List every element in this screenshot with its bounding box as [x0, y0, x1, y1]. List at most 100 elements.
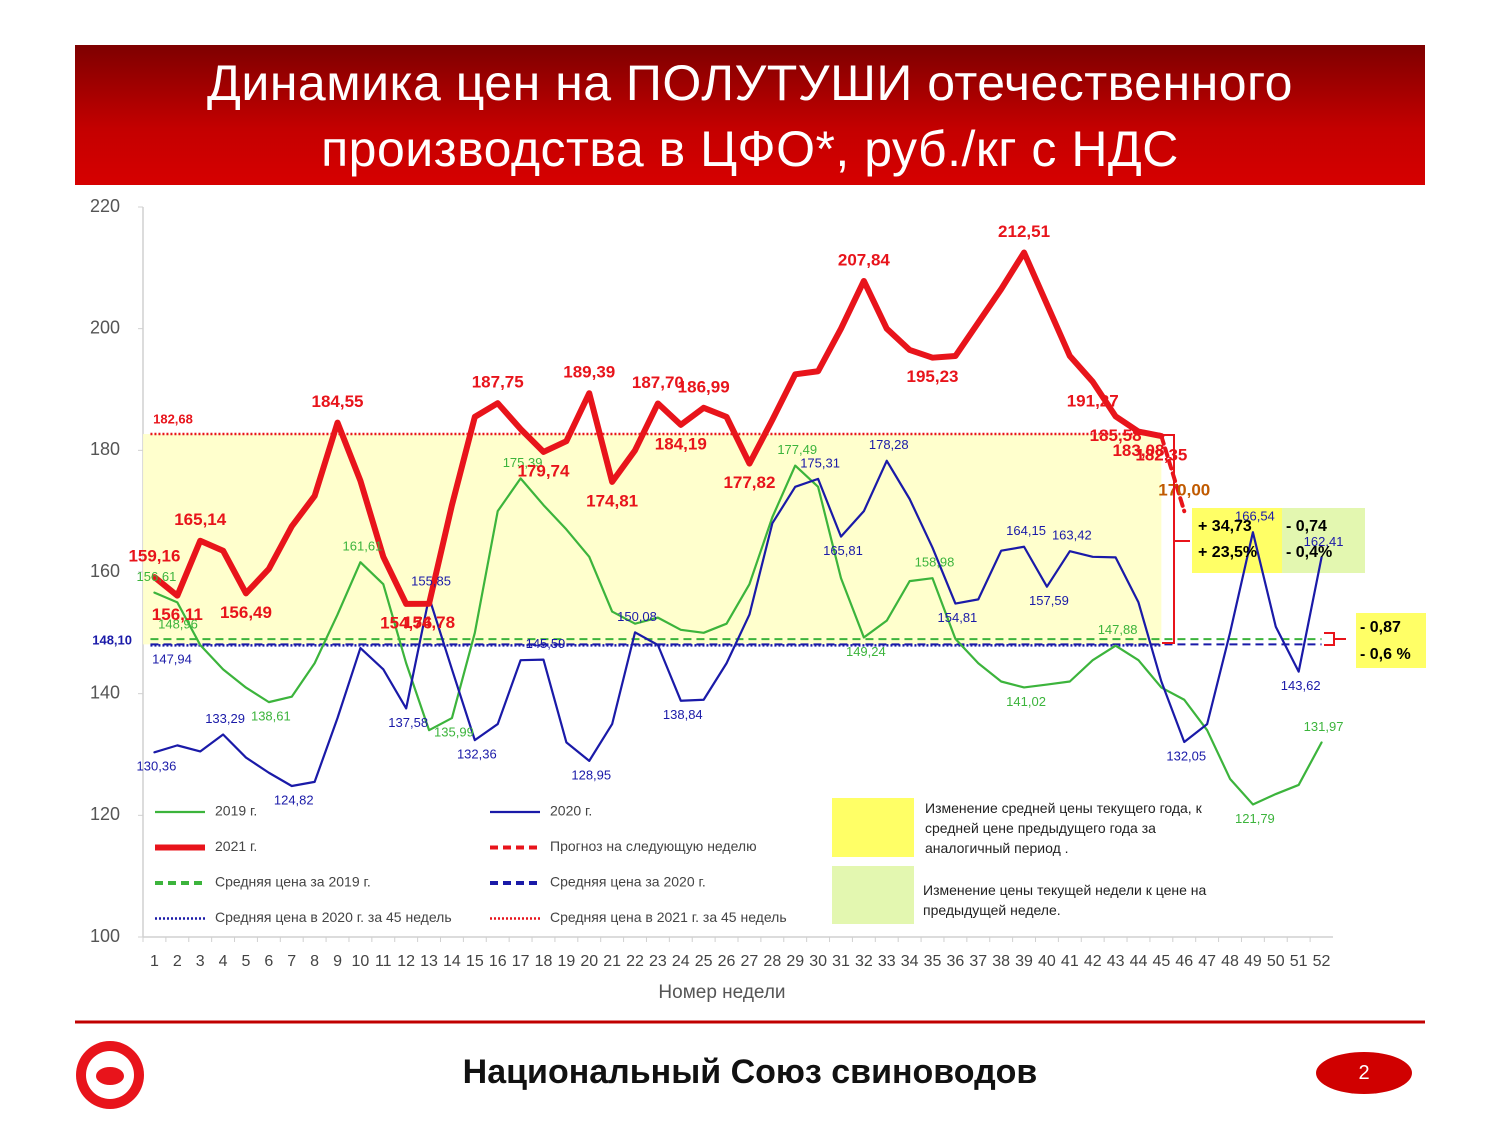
data-label: 145,59	[526, 636, 566, 651]
annotation: + 23,5%	[1198, 544, 1257, 561]
x-tick-label: 49	[1244, 953, 1262, 970]
data-label: 187,75	[472, 373, 524, 392]
logo	[96, 1067, 124, 1085]
x-tick-label: 41	[1061, 953, 1079, 970]
data-label: 156,49	[220, 603, 272, 622]
annotation: - 0,4%	[1286, 544, 1332, 561]
bracket	[1160, 434, 1175, 644]
x-tick-label: 1	[150, 953, 159, 970]
x-tick-label: 47	[1198, 953, 1216, 970]
x-tick-label: 35	[924, 953, 942, 970]
x-tick-label: 29	[786, 953, 804, 970]
data-label: 155,85	[411, 574, 451, 589]
data-label: 141,02	[1006, 694, 1046, 709]
y-tick-label: 160	[90, 561, 120, 581]
x-tick-label: 23	[649, 953, 667, 970]
reference-label: 182,68	[153, 411, 193, 426]
legend-label: Прогноз на следующую неделю	[550, 838, 757, 854]
data-label: 132,05	[1166, 748, 1206, 763]
x-tick-label: 24	[672, 953, 690, 970]
data-label: 184,19	[655, 434, 707, 453]
legend-note: Изменение средней цены текущего года, к …	[925, 800, 1202, 856]
legend-note-swatch	[832, 798, 914, 857]
data-label: 149,24	[846, 644, 886, 659]
data-label: 154,81	[938, 610, 978, 625]
x-tick-label: 21	[603, 953, 621, 970]
data-label: 165,81	[823, 543, 863, 558]
legend-label: Средняя цена в 2021 г. за 45 недель	[550, 909, 787, 925]
annotation: - 0,6 %	[1360, 646, 1411, 663]
y-tick-label: 100	[90, 926, 120, 946]
x-tick-label: 40	[1038, 953, 1056, 970]
x-tick-label: 38	[992, 953, 1010, 970]
data-label: 189,39	[563, 363, 615, 382]
data-label: 131,97	[1304, 719, 1344, 734]
x-tick-label: 6	[264, 953, 273, 970]
data-label: 183,08	[1112, 441, 1164, 460]
data-label: 212,51	[998, 222, 1050, 241]
data-label: 175,31	[800, 455, 840, 470]
data-label: 138,61	[251, 709, 291, 724]
data-label: 174,81	[586, 491, 638, 510]
data-label: 154,78	[403, 613, 455, 632]
data-label: 170,00	[1158, 481, 1210, 500]
data-label: 191,27	[1067, 391, 1119, 410]
x-tick-label: 28	[763, 953, 781, 970]
series-line	[153, 464, 1323, 806]
legend-note-swatch	[832, 866, 914, 924]
series-line	[1159, 434, 1187, 514]
bracket	[1324, 632, 1335, 646]
data-label: 166,54	[1235, 509, 1275, 524]
data-label: 156,11	[152, 605, 203, 624]
data-label: 143,62	[1281, 678, 1321, 693]
data-label: 147,88	[1098, 622, 1138, 637]
data-label: 132,36	[457, 747, 497, 762]
x-tick-label: 3	[196, 953, 205, 970]
data-label: 177,49	[777, 442, 817, 457]
x-tick-label: 52	[1313, 953, 1331, 970]
data-label: 124,82	[274, 792, 314, 807]
annotation: - 0,74	[1286, 518, 1327, 535]
annotation: + 34,73	[1198, 518, 1252, 535]
x-tick-label: 17	[512, 953, 530, 970]
x-tick-label: 48	[1221, 953, 1239, 970]
x-tick-label: 20	[580, 953, 598, 970]
x-tick-label: 44	[1130, 953, 1148, 970]
legend-label: 2019 г.	[215, 803, 257, 819]
y-tick-label: 220	[90, 196, 120, 216]
x-tick-label: 30	[809, 953, 827, 970]
data-label: 187,70	[632, 373, 684, 392]
x-tick-label: 26	[718, 953, 736, 970]
x-tick-label: 9	[333, 953, 342, 970]
x-tick-label: 39	[1015, 953, 1033, 970]
reference-label: 147,94	[152, 651, 192, 666]
x-tick-label: 11	[375, 953, 392, 970]
data-label: 128,95	[571, 767, 611, 782]
data-label: 158,98	[915, 555, 955, 570]
x-tick-label: 46	[1175, 953, 1193, 970]
y-tick-label: 140	[90, 682, 120, 702]
x-tick-label: 16	[489, 953, 507, 970]
data-label: 150,08	[617, 609, 657, 624]
data-label: 195,23	[907, 367, 959, 386]
data-label: 154,76	[380, 613, 432, 632]
x-tick-label: 27	[741, 953, 759, 970]
x-tick-label: 50	[1267, 953, 1285, 970]
data-label: 133,29	[205, 711, 245, 726]
data-label: 163,42	[1052, 528, 1092, 543]
annotation-box	[1356, 613, 1426, 668]
annotation-box	[1192, 508, 1282, 573]
x-tick-label: 18	[535, 953, 553, 970]
chart-title: Динамика цен на ПОЛУТУШИ отечественного …	[207, 55, 1293, 177]
x-tick-label: 22	[626, 953, 644, 970]
data-label: 159,16	[128, 547, 180, 566]
x-tick-label: 7	[287, 953, 296, 970]
y-tick-label: 200	[90, 317, 120, 337]
x-tick-label: 15	[466, 953, 484, 970]
legend-note: Изменение цены текущей недели к цене на …	[923, 882, 1207, 918]
data-label: 156,61	[137, 569, 177, 584]
annotation-box	[1282, 508, 1365, 573]
